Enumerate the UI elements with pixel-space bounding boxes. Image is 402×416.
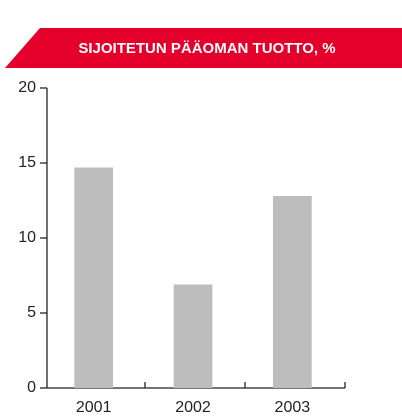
chart-title: SIJOITETUN PÄÄOMAN TUOTTO, %	[78, 40, 335, 57]
x-tick-label: 2002	[175, 399, 211, 416]
y-tick-label: 0	[27, 379, 36, 396]
x-tick-label: 2003	[275, 399, 311, 416]
y-tick-label: 15	[18, 154, 36, 171]
title-banner	[5, 28, 402, 68]
bar	[74, 167, 114, 388]
y-tick-label: 20	[18, 79, 36, 96]
x-tick-label: 2001	[76, 399, 112, 416]
bar	[173, 284, 213, 388]
y-tick-label: 10	[18, 229, 36, 246]
bar	[272, 196, 312, 388]
y-tick-label: 5	[27, 304, 36, 321]
